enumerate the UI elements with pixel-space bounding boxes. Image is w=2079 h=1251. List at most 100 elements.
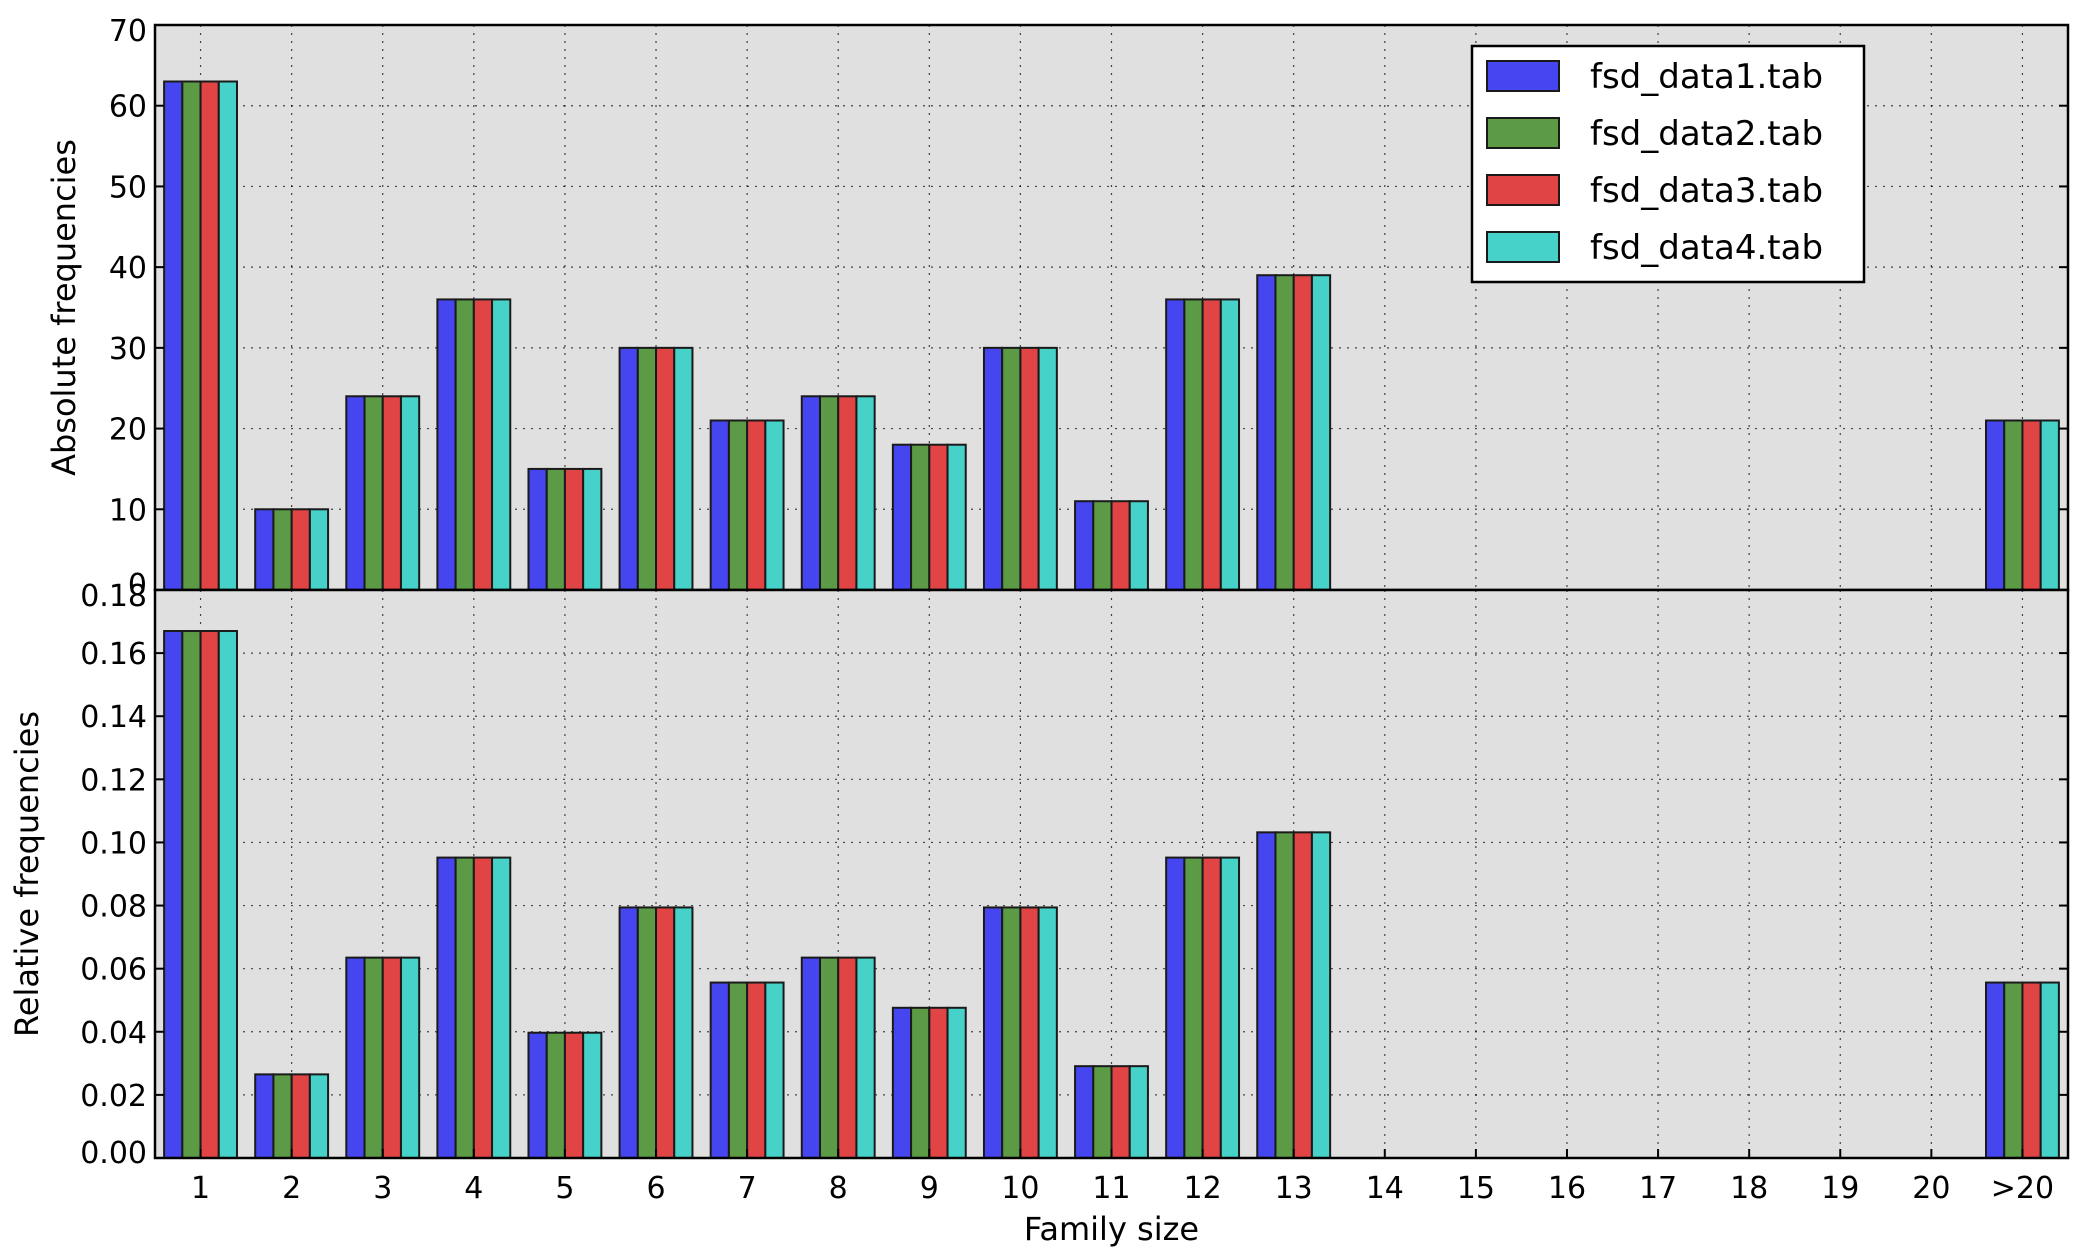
bar-top-s1->20 — [1985, 419, 2006, 591]
y-tick-label: 0.10 — [80, 826, 147, 861]
bar-bottom-s4-2 — [308, 1073, 330, 1160]
y-tick-label: 70 — [109, 14, 147, 49]
bar-bottom-s1-12 — [1165, 856, 1186, 1159]
bar-bottom-s4-10 — [1037, 906, 1058, 1160]
bar-top-s1-3 — [345, 395, 366, 591]
bar-bottom-s2-5 — [545, 1031, 566, 1160]
bar-bottom-s3-2 — [290, 1073, 311, 1160]
bar-bottom-s2-11 — [1092, 1065, 1113, 1160]
bar-top-s4-11 — [1128, 500, 1149, 592]
bar-top-s2-8 — [818, 395, 840, 591]
bar-bottom-s2-2 — [272, 1073, 293, 1160]
bar-top-s4-12 — [1219, 298, 1241, 591]
y-tick-label: 60 — [109, 90, 147, 125]
bar-top-s3-6 — [655, 346, 676, 591]
bar-top-s4-7 — [764, 419, 785, 591]
bar-top-s3-5 — [563, 467, 585, 591]
bar-bottom-s2-13 — [1274, 831, 1295, 1159]
x-tick-label: 4 — [464, 1171, 483, 1206]
bar-bottom-s2-3 — [363, 956, 384, 1159]
bar-bottom-s1-4 — [436, 856, 457, 1159]
bar-bottom-s4->20 — [2039, 981, 2060, 1159]
bar-top-s3-4 — [472, 298, 494, 591]
bar-bottom-s2-1 — [181, 630, 202, 1159]
bar-bottom-s4-1 — [217, 630, 238, 1159]
bar-top-s3-12 — [1201, 298, 1222, 591]
bar-bottom-s1-11 — [1074, 1065, 1095, 1160]
bar-top-s1-9 — [891, 443, 913, 592]
bar-bottom-s1-6 — [618, 906, 639, 1160]
bar-top-s4-9 — [946, 443, 967, 592]
bar-bottom-s3-1 — [199, 630, 220, 1159]
bar-top-s4-6 — [673, 346, 694, 591]
y-tick-label: 0.16 — [80, 637, 147, 672]
y-tick-label: 20 — [109, 413, 147, 448]
bar-top-s2-3 — [363, 395, 384, 591]
x-tick-label: 19 — [1821, 1171, 1859, 1206]
bar-bottom-s3-12 — [1201, 856, 1222, 1159]
x-axis-label: Family size — [1024, 1210, 1199, 1248]
bar-top-s1-1 — [163, 80, 184, 591]
bar-top-s2-2 — [272, 508, 293, 591]
y-tick-label: 0.08 — [80, 890, 147, 925]
y-tick-label: 0.12 — [80, 763, 147, 798]
bar-bottom-s3-11 — [1110, 1065, 1131, 1160]
relative-frequencies-panel: 0.00 0.02 0.04 0.06 0.08 0.10 0.12 0.14 0.16 0.18… — [8, 579, 2070, 1171]
bar-bottom-s3-4 — [472, 856, 494, 1159]
bar-bottom-s1-13 — [1256, 831, 1277, 1159]
y-tick-label: 0.14 — [80, 700, 147, 735]
y-tick-label: 0.00 — [80, 1136, 147, 1171]
x-tick-label: 18 — [1730, 1171, 1768, 1206]
y-tick-label: 10 — [109, 493, 147, 528]
y-tick-label: 30 — [109, 332, 147, 367]
bar-top-s1-2 — [254, 508, 275, 591]
bar-bottom-s3-10 — [1019, 906, 1040, 1160]
bar-top-s3-7 — [746, 419, 767, 591]
bar-bottom-s3-7 — [746, 981, 767, 1159]
bar-top-s4-2 — [308, 508, 330, 591]
bar-bottom-s3-6 — [655, 906, 676, 1160]
bar-bottom-s2-7 — [727, 981, 749, 1159]
x-tick-label: 2 — [282, 1171, 301, 1206]
bar-top-s3-13 — [1292, 274, 1313, 591]
bar-bottom-s1-8 — [800, 956, 821, 1159]
bar-top-s4-8 — [855, 395, 876, 591]
bar-bottom-s4-4 — [491, 856, 512, 1159]
bar-top-s2-11 — [1092, 500, 1113, 592]
bar-bottom-s1-7 — [709, 981, 730, 1159]
x-axis: 1 2 3 4 5 6 7 8 9 10 11 12 13 14 15 16 17 18 19 20 >20Family… — [191, 1149, 2054, 1248]
x-tick-label: 14 — [1366, 1171, 1404, 1206]
bar-bottom-s3-3 — [381, 956, 402, 1159]
legend-swatch-3 — [1486, 174, 1560, 206]
x-tick-label: 13 — [1275, 1171, 1313, 1206]
bar-bottom-s3-8 — [837, 956, 858, 1159]
x-tick-label: 15 — [1457, 1171, 1495, 1206]
x-tick-label: 8 — [829, 1171, 848, 1206]
x-tick-label: >20 — [1991, 1171, 2054, 1206]
bar-bottom-s4-11 — [1128, 1065, 1149, 1160]
bar-bottom-s4-12 — [1219, 856, 1241, 1159]
x-tick-label: 12 — [1184, 1171, 1222, 1206]
bar-top-s4->20 — [2039, 419, 2060, 591]
y-tick-label: 0.06 — [80, 953, 147, 988]
bar-bottom-s4-8 — [855, 956, 876, 1159]
bar-top-s3-10 — [1019, 346, 1040, 591]
bar-bottom-s1-5 — [527, 1031, 548, 1160]
bar-top-s3-3 — [381, 395, 402, 591]
bar-bottom-s4-5 — [582, 1031, 603, 1160]
bar-bottom-s1->20 — [1985, 981, 2006, 1159]
bar-top-s1-8 — [800, 395, 821, 591]
bar-top-s1-4 — [436, 298, 457, 591]
bar-top-s3->20 — [2021, 419, 2042, 591]
x-tick-label: 17 — [1639, 1171, 1677, 1206]
x-tick-label: 1 — [191, 1171, 210, 1206]
bar-top-s1-5 — [527, 467, 548, 591]
bar-top-s2-1 — [181, 80, 202, 591]
bar-top-s1-6 — [618, 346, 639, 591]
bar-top-s3-9 — [928, 443, 949, 592]
bar-bottom-s3-5 — [563, 1031, 585, 1160]
bar-bottom-s3-9 — [928, 1006, 949, 1159]
x-tick-label: 7 — [738, 1171, 757, 1206]
bar-bottom-s4-9 — [946, 1006, 967, 1159]
